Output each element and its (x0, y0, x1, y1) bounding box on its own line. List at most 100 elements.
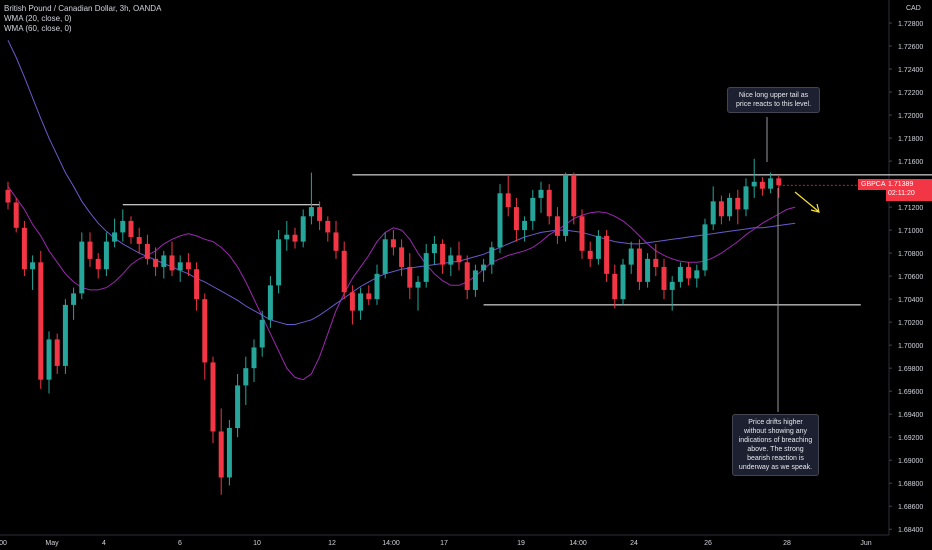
candle (694, 264, 700, 288)
symbol-price-tag: GBPCAD (858, 179, 894, 190)
price-tick-label: 1.69000 (898, 458, 923, 465)
price-tick-label: 1.69200 (898, 435, 923, 442)
price-tick-label: 1.69600 (898, 389, 923, 396)
candle-body (5, 189, 11, 203)
candle (489, 241, 495, 274)
candle (210, 356, 216, 443)
candle (554, 207, 560, 244)
candle (300, 209, 306, 248)
candle (128, 216, 134, 244)
candle (202, 293, 208, 380)
candle-body (636, 248, 642, 282)
candle-body (702, 224, 708, 271)
candle-body (71, 293, 77, 305)
candle-body (431, 243, 437, 254)
candle (727, 193, 733, 221)
time-axis-ticks[interactable]: 00 May 4 6 10 12 14:00 17 19 14:00 24 26 28 Jun (0, 540, 872, 547)
candle (661, 258, 667, 300)
candle-body (587, 250, 593, 259)
candle (5, 181, 11, 210)
time-tick-label: May (45, 540, 59, 547)
candle (21, 220, 27, 277)
price-tick-label: 1.70200 (898, 320, 923, 327)
candle (71, 287, 77, 320)
candle-body (776, 178, 782, 186)
candle (505, 174, 511, 217)
wma60-legend[interactable]: WMA (60, close, 0) (4, 24, 72, 33)
wma20-line (7, 186, 796, 381)
time-tick-label: 14:00 (569, 540, 587, 547)
candle-body (95, 258, 101, 270)
candle (653, 243, 659, 277)
symbol-title[interactable]: British Pound / Canadian Dollar, 3h, OAN… (4, 4, 162, 13)
candle-body (153, 258, 159, 267)
candle (448, 247, 454, 277)
time-tick-label: 6 (178, 540, 182, 547)
current-price-tag: 1.71389 02:11:20 (886, 179, 932, 201)
candle-body (292, 234, 298, 242)
candle-body (423, 253, 429, 282)
candle (743, 178, 749, 217)
candle-body (653, 258, 659, 267)
candle (481, 258, 487, 282)
price-tick-label: 1.70600 (898, 274, 923, 281)
time-tick-label: Jun (860, 540, 871, 547)
candle-body (513, 207, 519, 231)
candle (112, 218, 118, 248)
candle-body (489, 247, 495, 265)
annotation-drift-higher[interactable]: Price drifts higher without showing any … (732, 414, 819, 476)
candle (530, 189, 536, 231)
time-tick-label: 4 (102, 540, 106, 547)
candle-body (267, 285, 273, 320)
candle-body (718, 201, 724, 217)
candle (612, 264, 618, 309)
candle (358, 287, 364, 320)
bar-countdown: 02:11:20 (888, 190, 915, 197)
candle-body (505, 193, 511, 208)
candle (177, 255, 183, 282)
candle (587, 241, 593, 267)
candle-body (46, 339, 52, 380)
candle (54, 333, 60, 374)
price-tick-label: 1.69800 (898, 366, 923, 373)
candle (267, 276, 273, 328)
candle-body (604, 235, 610, 274)
candle (513, 197, 519, 242)
candle (522, 216, 528, 242)
candle (161, 250, 167, 279)
candle (226, 419, 232, 486)
candle-body (522, 220, 528, 231)
candle (13, 197, 19, 233)
projection-arrow[interactable] (794, 191, 820, 213)
candle (464, 255, 470, 300)
candle-body (727, 197, 733, 217)
candle-body (612, 273, 618, 300)
candle (768, 172, 774, 194)
current-price: 1.71389 (888, 181, 914, 188)
candle-body (13, 202, 19, 228)
candle (735, 189, 741, 225)
candle (390, 230, 396, 256)
candle (702, 218, 708, 277)
time-tick-label: 26 (704, 540, 712, 547)
candle (604, 230, 610, 282)
candle (538, 181, 544, 213)
candle-body (472, 270, 478, 290)
candle (62, 299, 68, 374)
candle-body (300, 216, 306, 242)
candle-body (38, 262, 44, 380)
time-tick-label: 28 (783, 540, 791, 547)
candle-body (645, 258, 651, 282)
candle (407, 253, 413, 300)
candle (718, 195, 724, 225)
candle (87, 232, 93, 267)
time-tick-label: 19 (517, 540, 525, 547)
candle (645, 253, 651, 288)
candle-body (144, 243, 150, 259)
candle-body (317, 207, 323, 221)
candle-body (571, 174, 577, 217)
annotation-upper-tail[interactable]: Nice long upper tail as price reacts to … (727, 87, 820, 113)
wma20-legend[interactable]: WMA (20, close, 0) (4, 14, 72, 23)
candle (595, 230, 601, 265)
candle-body (112, 232, 118, 242)
